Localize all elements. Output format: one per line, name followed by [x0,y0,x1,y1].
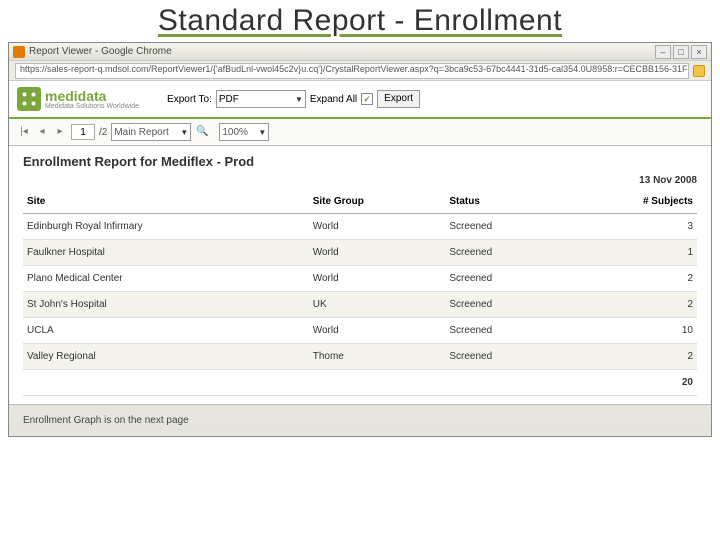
logo-icon [17,87,41,111]
maximize-button[interactable]: □ [673,45,689,59]
brand-subtitle: Medidata Solutions Worldwide [45,103,139,110]
cell-site: Plano Medical Center [23,266,309,292]
expand-all-checkbox[interactable]: ✓ [361,93,373,105]
cell-site: Faulkner Hospital [23,240,309,266]
chevron-down-icon: ▼ [295,95,303,104]
cell-site-group: World [309,266,446,292]
window-controls: – □ × [655,45,707,59]
cell-subjects: 10 [563,318,697,344]
col-status: Status [445,190,562,214]
search-icon[interactable]: 🔍 [195,125,209,139]
export-format-select[interactable]: PDF ▼ [216,90,306,108]
table-row: Plano Medical CenterWorldScreened2 [23,266,697,292]
prev-page-button[interactable]: ◂ [35,125,49,139]
report-date: 13 Nov 2008 [23,175,697,186]
cell-site-group: World [309,318,446,344]
cell-site: Valley Regional [23,344,309,370]
export-format-value: PDF [219,94,239,105]
slide-title: Standard Report - Enrollment [0,0,720,40]
table-row: UCLAWorldScreened10 [23,318,697,344]
cell-subjects: 3 [563,214,697,240]
report-pager: |◂ ◂ ▸ /2 Main Report ▼ 🔍 100% ▼ [9,119,711,146]
cell-status: Screened [445,214,562,240]
cell-subjects: 1 [563,240,697,266]
cell-status: Screened [445,344,562,370]
cell-site: Edinburgh Royal Infirmary [23,214,309,240]
url-field[interactable]: https://sales-report-q.mdsol.com/ReportV… [15,63,689,79]
cell-subjects: 2 [563,266,697,292]
brand-name: medidata [45,89,139,103]
minimize-button[interactable]: – [655,45,671,59]
table-row: Valley RegionalThomeScreened2 [23,344,697,370]
cell-site: UCLA [23,318,309,344]
app-toolbar: medidata Medidata Solutions Worldwide Ex… [9,81,711,119]
export-controls: Export To: PDF ▼ Expand All ✓ Export [167,90,420,108]
cell-status: Screened [445,240,562,266]
chevron-down-icon: ▼ [258,128,266,137]
col-site-group: Site Group [309,190,446,214]
table-row: Edinburgh Royal InfirmaryWorldScreened3 [23,214,697,240]
table-header-row: Site Site Group Status # Subjects [23,190,697,214]
cell-status: Screened [445,266,562,292]
page-number-input[interactable] [71,124,95,140]
expand-all-label: Expand All [310,94,357,105]
cell-subjects: 2 [563,292,697,318]
export-button[interactable]: Export [377,90,420,108]
zoom-value: 100% [222,127,248,138]
cell-site-group: UK [309,292,446,318]
report-footnote: Enrollment Graph is on the next page [9,405,711,436]
export-label: Export To: [167,94,212,105]
table-row: Faulkner HospitalWorldScreened1 [23,240,697,266]
cell-site-group: Thome [309,344,446,370]
lock-icon [693,65,705,77]
browser-window: Report Viewer - Google Chrome – □ × http… [8,42,712,437]
report-body: Enrollment Report for Mediflex - Prod 13… [9,146,711,405]
next-page-button[interactable]: ▸ [53,125,67,139]
cell-subjects: 2 [563,344,697,370]
table-total-row: 20 [23,370,697,396]
main-report-select[interactable]: Main Report ▼ [111,123,191,141]
titlebar: Report Viewer - Google Chrome – □ × [9,43,711,61]
col-site: Site [23,190,309,214]
page-total: /2 [99,127,107,138]
cell-site: St John's Hospital [23,292,309,318]
table-total: 20 [563,370,697,396]
chevron-down-icon: ▼ [180,128,188,137]
window-title: Report Viewer - Google Chrome [29,46,172,57]
cell-status: Screened [445,292,562,318]
enrollment-table: Site Site Group Status # Subjects Edinbu… [23,190,697,396]
cell-site-group: World [309,214,446,240]
address-bar: https://sales-report-q.mdsol.com/ReportV… [9,61,711,81]
first-page-button[interactable]: |◂ [17,125,31,139]
zoom-select[interactable]: 100% ▼ [219,123,269,141]
table-row: St John's HospitalUKScreened2 [23,292,697,318]
cell-site-group: World [309,240,446,266]
main-report-value: Main Report [114,127,168,138]
favicon-icon [13,46,25,58]
col-subjects: # Subjects [563,190,697,214]
report-title: Enrollment Report for Mediflex - Prod [23,154,697,169]
close-button[interactable]: × [691,45,707,59]
cell-status: Screened [445,318,562,344]
brand-logo: medidata Medidata Solutions Worldwide [17,87,139,111]
